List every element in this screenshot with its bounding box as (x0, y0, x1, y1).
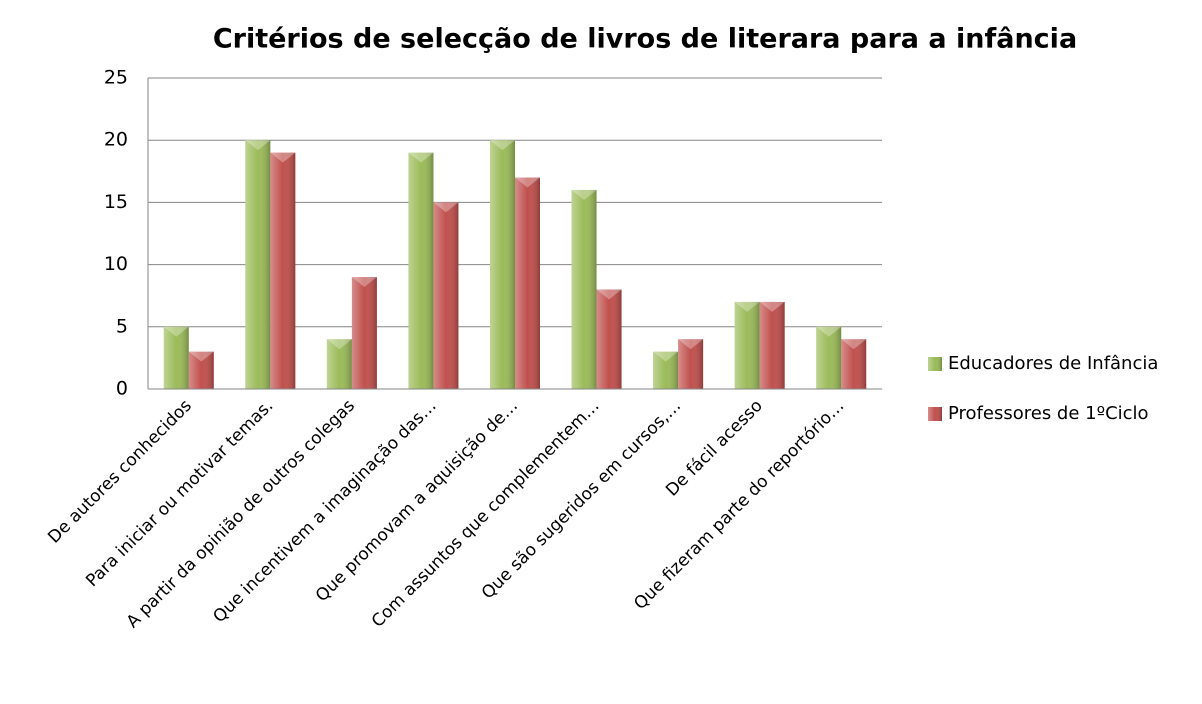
bar-top (433, 202, 459, 213)
bar-shade (841, 339, 867, 389)
bar-group (408, 152, 434, 389)
bar-group (571, 189, 597, 389)
bar-top (816, 326, 842, 337)
bar-group (515, 177, 540, 389)
y-tick-label: 25 (104, 67, 128, 89)
bar-shade (433, 202, 459, 389)
bar-shade (163, 326, 189, 389)
bar-group (841, 339, 867, 389)
bar-group (245, 140, 271, 389)
chart-title: Critérios de selecção de livros de liter… (213, 24, 1077, 55)
y-tick-label: 15 (104, 191, 128, 213)
bar-top (408, 152, 434, 163)
bar-shade (571, 189, 597, 389)
bar-shade (816, 326, 842, 389)
bar-top (270, 152, 296, 163)
bar-shade (734, 301, 760, 389)
legend-label: Professores de 1ºCiclo (948, 403, 1149, 424)
bar-top (841, 339, 867, 350)
bar-group (816, 326, 842, 389)
bar-top (759, 301, 785, 312)
bar-shade (326, 339, 352, 389)
bar-shade (759, 301, 785, 389)
bar-shade (408, 152, 434, 389)
bar-top (515, 177, 540, 188)
bar-group (490, 140, 515, 389)
bar-group (596, 289, 622, 389)
bar-group (653, 351, 679, 389)
bar-shade (245, 140, 271, 389)
bar-top (351, 277, 377, 288)
bar-top (163, 326, 189, 337)
y-tick-label: 0 (116, 378, 128, 400)
bar-group (433, 202, 459, 389)
bar-top (678, 339, 704, 350)
y-tick-label: 10 (104, 253, 128, 275)
bar-shade (596, 289, 622, 389)
bar-shade (351, 277, 377, 389)
legend-swatch-shade (928, 407, 942, 421)
bar-group (351, 277, 377, 389)
bar-shade (678, 339, 704, 389)
bar-shade (515, 177, 540, 389)
legend-label: Educadores de Infância (948, 353, 1158, 374)
bar-shade (188, 351, 214, 389)
bar-group (678, 339, 704, 389)
bar-top (571, 189, 597, 200)
bar-top (326, 339, 352, 350)
bar-group (734, 301, 760, 389)
bar-group (163, 326, 189, 389)
bar-top (490, 140, 515, 151)
bar-group (188, 351, 214, 389)
bar-shade (490, 140, 515, 389)
bar-shade (270, 152, 296, 389)
bar-top (188, 351, 214, 362)
bar-group (270, 152, 296, 389)
bar-top (245, 140, 271, 151)
bar-top (596, 289, 622, 300)
bar-top (734, 301, 760, 312)
bar-group (759, 301, 785, 389)
x-tick-label: De autores conhecidos (44, 396, 196, 548)
y-tick-label: 5 (116, 315, 128, 337)
legend-swatch-shade (928, 357, 942, 371)
bar-shade (653, 351, 679, 389)
bar-group (326, 339, 352, 389)
y-tick-label: 20 (104, 129, 128, 151)
bar-top (653, 351, 679, 362)
